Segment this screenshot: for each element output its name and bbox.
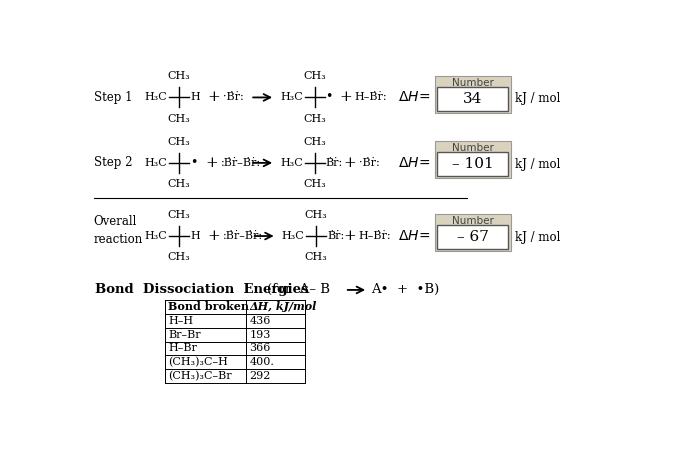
Text: H₃C: H₃C	[145, 231, 167, 241]
Text: Number: Number	[452, 216, 493, 226]
Text: – 101: – 101	[452, 157, 493, 171]
Text: CH₃: CH₃	[167, 137, 190, 147]
Text: CH₃: CH₃	[303, 113, 326, 123]
Text: $\Delta H\!=\!$: $\Delta H\!=\!$	[398, 229, 430, 243]
Text: 366: 366	[249, 343, 271, 353]
Text: Step 1: Step 1	[94, 91, 132, 104]
Text: +: +	[340, 90, 352, 105]
Text: +: +	[205, 156, 218, 170]
Text: 436: 436	[249, 316, 271, 326]
Text: Bond  Dissociation  Energies: Bond Dissociation Energies	[95, 283, 309, 297]
Text: Br–Br: Br–Br	[168, 330, 201, 340]
Text: CH₃: CH₃	[167, 113, 190, 123]
Text: H₃C: H₃C	[280, 92, 303, 102]
Text: Number: Number	[452, 78, 493, 88]
Text: :Ḃṙ–Ḃṙ:: :Ḃṙ–Ḃṙ:	[223, 231, 263, 241]
Text: CH₃: CH₃	[167, 179, 190, 189]
Text: Bond broken: Bond broken	[168, 302, 249, 313]
Text: Ḃṙ:: Ḃṙ:	[326, 158, 343, 168]
Text: H₃C: H₃C	[145, 158, 167, 168]
Text: Step 2: Step 2	[94, 157, 132, 169]
Bar	[437, 225, 508, 249]
Text: H: H	[190, 92, 200, 102]
Text: Overall
reaction: Overall reaction	[94, 215, 143, 246]
Text: CH₃: CH₃	[167, 252, 190, 262]
Text: 34: 34	[463, 92, 482, 106]
Text: $\Delta H\!=\!$: $\Delta H\!=\!$	[398, 156, 430, 170]
Bar	[437, 152, 508, 176]
Text: :Ḃṙ–Ḃṙ:: :Ḃṙ–Ḃṙ:	[220, 158, 261, 168]
Text: Ḃṙ:: Ḃṙ:	[327, 231, 344, 241]
Text: kJ / mol: kJ / mol	[514, 157, 560, 171]
Bar	[435, 214, 510, 252]
Text: 400.: 400.	[249, 357, 274, 367]
Text: 292: 292	[249, 371, 271, 381]
Text: H: H	[190, 231, 200, 241]
Text: ΔH, kJ/mol: ΔH, kJ/mol	[249, 302, 317, 313]
Text: CH₃: CH₃	[304, 210, 328, 220]
Text: +: +	[207, 90, 220, 105]
Bar	[435, 76, 510, 113]
Text: ·Ḃṙ:: ·Ḃṙ:	[223, 92, 244, 102]
Text: kJ / mol: kJ / mol	[514, 92, 560, 105]
Text: H₃C: H₃C	[145, 92, 167, 102]
Text: +: +	[207, 229, 220, 243]
Text: +: +	[343, 229, 356, 243]
Text: +: +	[343, 156, 356, 170]
Text: Number: Number	[452, 143, 493, 153]
Text: CH₃: CH₃	[167, 210, 190, 220]
Text: H₃C: H₃C	[280, 158, 303, 168]
Text: CH₃: CH₃	[303, 137, 326, 147]
Text: CH₃: CH₃	[304, 252, 328, 262]
Text: 193: 193	[249, 330, 271, 340]
Text: kJ / mol: kJ / mol	[514, 231, 560, 244]
Bar	[435, 141, 510, 178]
Text: H₃C: H₃C	[281, 231, 304, 241]
Text: (CH₃)₃C–H: (CH₃)₃C–H	[168, 357, 228, 368]
Text: •: •	[190, 156, 197, 168]
Text: (for  A– B: (for A– B	[267, 283, 330, 297]
Text: CH₃: CH₃	[303, 71, 326, 81]
Text: CH₃: CH₃	[167, 71, 190, 81]
Text: – 67: – 67	[456, 230, 489, 244]
Text: A•  +  •B): A• + •B)	[371, 283, 440, 297]
Text: •: •	[326, 90, 332, 103]
Text: H–Ḃṙ:: H–Ḃṙ:	[355, 92, 388, 102]
Text: H–Ḃṙ:: H–Ḃṙ:	[358, 231, 391, 241]
Bar	[437, 87, 508, 111]
Text: H–Br: H–Br	[168, 343, 197, 353]
Text: CH₃: CH₃	[303, 179, 326, 189]
Text: $\Delta H\!=\!$: $\Delta H\!=\!$	[398, 90, 430, 105]
Text: ·Ḃṙ:: ·Ḃṙ:	[358, 158, 379, 168]
Text: H–H: H–H	[168, 316, 193, 326]
Text: (CH₃)₃C–Br: (CH₃)₃C–Br	[168, 371, 232, 381]
